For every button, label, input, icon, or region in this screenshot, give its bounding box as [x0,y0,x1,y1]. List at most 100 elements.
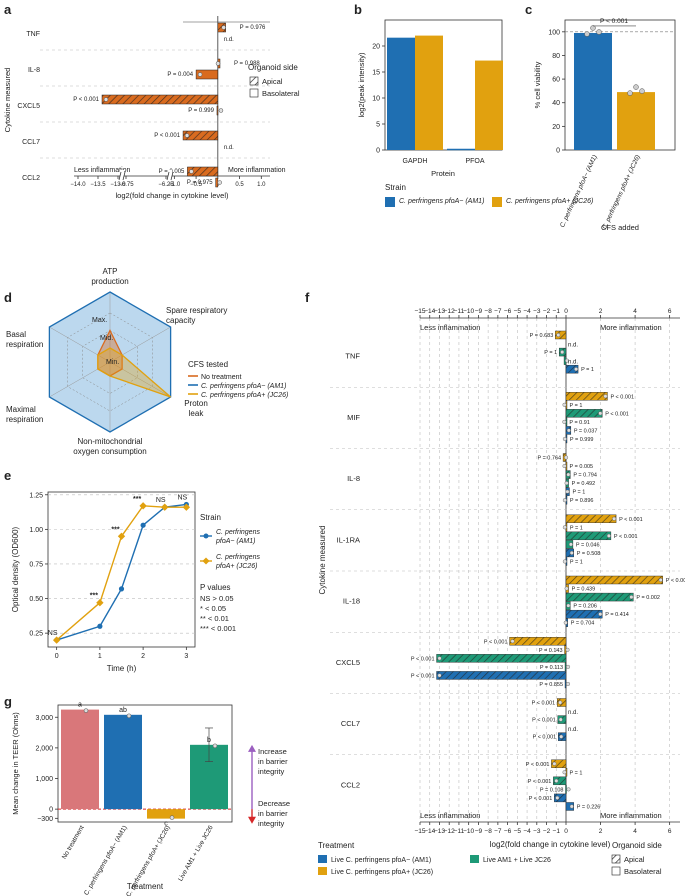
hatch-CXCL5-2 [436,654,566,663]
p-value-label: P = 0.414 [605,612,629,618]
p-value-label: P = 1 [581,367,594,373]
y-tick-label: 20 [552,124,560,131]
p-value-label: P < 0.001 [666,578,685,584]
data-point [564,481,569,486]
legend-swatch-apical [611,854,621,864]
category-label: C. perfringens pfoA− (AM1) [559,154,599,229]
p-value-label: P = 0.143 [539,648,563,654]
radar-spoke [49,326,111,363]
significance-label: P < 0.001 [600,18,628,25]
line-series-1 [56,505,187,641]
p-value-label: P = 1 [544,350,557,356]
less-inflammation-note: Less inflammation [74,167,131,174]
data-point [603,394,608,399]
p-value-label: P = 0.226 [577,804,601,810]
panel-g-chart: −300 0 1,000 2,000 3,000 Mean change in TEER … [11,702,290,896]
axis-label-basal-2: respiration [6,340,43,349]
data-point [629,595,634,600]
legend-item-1: Live C. perfringens pfoA+ (JC26) [331,869,433,876]
data-point [590,25,596,31]
x-tick-label: −8 [484,828,492,835]
bar-0 [61,709,99,810]
hatch-TNF-4 [566,365,579,374]
pvalue-legend-3: *** < 0.001 [200,624,236,633]
axis-break [122,171,126,181]
axis-label-max-1: Maximal [6,405,36,414]
category-label: CXCL5 [336,658,360,667]
category-label: IL-8 [28,67,40,74]
x-tick-label-top: −1 [553,308,561,315]
arrow-down-text-1: Decrease [258,799,290,808]
ring-label-min: Min. [106,359,119,366]
x-tick-label: 0 [55,653,59,660]
panel-b-chart: 0 5 10 15 20 log2(peak intensity) GAPDH PFOA Pro… [357,19,593,207]
bar-0 [574,33,612,150]
bar-1 [104,714,142,810]
significance-label: NS [156,497,166,504]
x-tick-label-top: −11 [454,308,465,315]
x-tick-label: −9 [475,828,483,835]
hatch-CXCL5-4 [436,671,566,680]
x-tick-label-top: −6 [504,308,512,315]
data-point [437,656,442,661]
data-point [568,542,573,547]
legend-side-title: Organoid side [612,841,662,850]
data-point [556,333,561,338]
group-letter: a [78,702,82,709]
p-value-label: P = 0.855 [539,682,563,688]
legend-am1-2: pfoA− (AM1) [215,538,256,545]
data-point [569,804,574,809]
data-point [565,358,570,363]
x-tick-label: −10 [463,828,474,835]
p-value-label: P < 0.001 [528,779,552,785]
x-tick-label: 4 [633,828,637,835]
p-value-label: P < 0.001 [614,534,638,540]
x-tick-label: −6 [504,828,512,835]
y-tick-label: 0 [376,148,380,155]
hatch-CXCL5-0 [509,637,566,646]
radar-spoke [109,361,171,398]
x-tick-label: −7 [494,828,502,835]
x-tick-label: −1.0 [168,182,181,188]
data-point [217,180,222,185]
p-value-label: P = 0.108 [540,787,564,793]
pvalue-legend-1: * < 0.05 [200,604,226,613]
p-value-label: P = 0.91 [569,420,590,426]
arrow-down-text-2: in barrier [258,809,288,818]
more-inflammation-top: More inflammation [600,323,662,332]
radar-spoke [49,361,111,398]
legend-title: Organoid side [248,63,298,72]
group-letter: c [164,821,168,828]
x-tick-label: 1.0 [257,182,266,188]
ring-label-mid: Mid. [100,335,113,342]
panel-a-chart: Less inflammation More inflammation−14.0−… [3,16,300,200]
p-value-label: P = 0.764 [537,456,561,462]
axis-break [170,171,174,181]
significance-label: *** [90,593,98,600]
x-tick-label: −12 [444,828,455,835]
x-tick-label-top: −7 [494,308,502,315]
data-point [639,88,645,94]
p-value-label: P = 0.439 [572,587,596,593]
x-tick-label: 1 [98,653,102,660]
data-point [563,620,568,625]
data-point [564,455,569,460]
data-point [212,743,218,749]
data-point [118,586,125,592]
category-label: CCL7 [341,719,360,728]
y-tick-label: 60 [552,77,560,84]
y-tick-label: 20 [372,44,380,51]
data-point [566,787,571,792]
legend-swatch-am1 [385,197,395,207]
legend-am1: C. perfringens pfoA− (AM1) [399,198,484,205]
p-value-label: P < 0.001 [526,762,550,768]
axis-break [166,171,170,181]
p-value-label: P = 0.004 [167,72,193,78]
nd-label: n.d. [224,145,234,151]
x-axis-label: log2(fold change in cytokine level) [116,191,229,200]
data-point [218,108,224,113]
x-tick-label-top: −14 [424,308,435,315]
data-point [596,29,602,35]
data-point [558,700,563,705]
